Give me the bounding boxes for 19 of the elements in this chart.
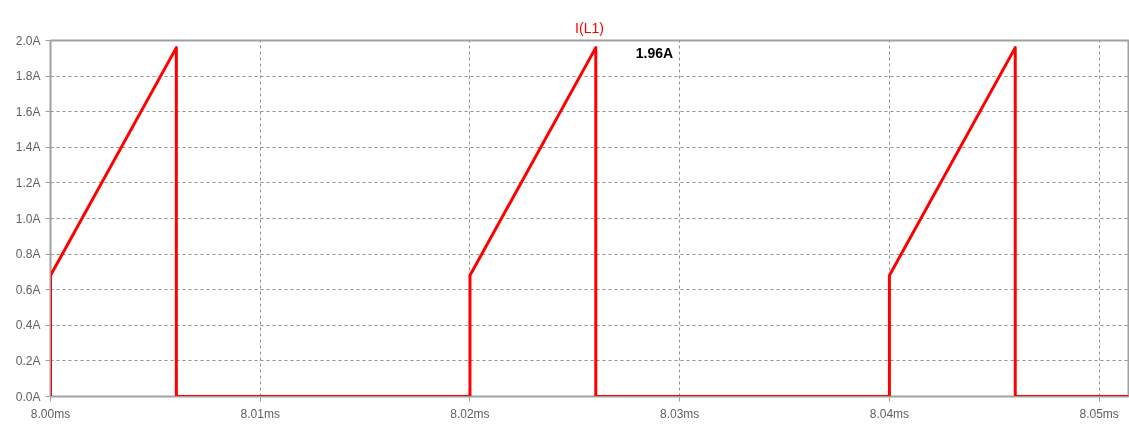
- annotation: 1.96A: [635, 44, 674, 61]
- y-tick-label: 2.0A: [15, 33, 41, 48]
- x-tick-label: 8.02ms: [450, 406, 490, 421]
- y-tick-label: 1.2A: [15, 175, 41, 190]
- y-tick-label: 0.0A: [15, 389, 41, 404]
- y-tick-label: 1.0A: [15, 211, 41, 226]
- y-tick-label: 1.4A: [15, 140, 41, 155]
- y-tick-label: 0.2A: [15, 353, 41, 368]
- x-tick-label: 8.05ms: [1079, 406, 1119, 421]
- y-tick-label: 1.8A: [15, 69, 41, 84]
- series-label: I(L1): [575, 19, 604, 36]
- x-tick-label: 8.00ms: [30, 406, 71, 421]
- y-tick-label: 0.6A: [15, 282, 41, 297]
- x-tick-label: 8.04ms: [869, 406, 910, 421]
- x-tick-label: 8.01ms: [240, 406, 280, 421]
- y-tick-label: 0.4A: [15, 318, 41, 333]
- y-tick-label: 0.8A: [15, 247, 41, 262]
- x-tick-label: 8.03ms: [660, 406, 700, 421]
- y-tick-label: 1.6A: [15, 104, 41, 119]
